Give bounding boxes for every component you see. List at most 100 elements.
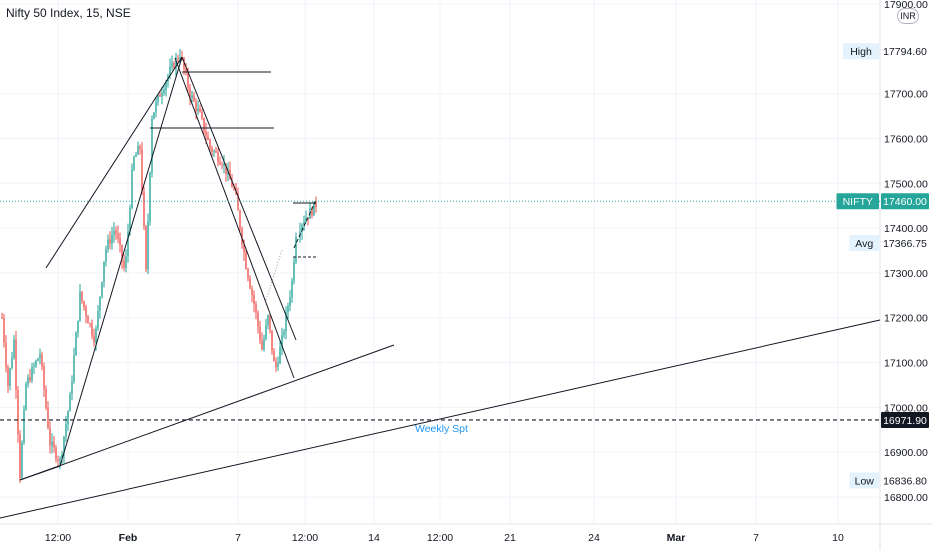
- candle-body: [85, 307, 87, 317]
- candle-body: [69, 393, 71, 412]
- candle-body: [49, 428, 51, 446]
- candle-body: [133, 156, 135, 170]
- candle-body: [137, 146, 139, 155]
- candle-body: [153, 112, 155, 119]
- candle-body: [53, 441, 55, 448]
- candle-body: [129, 207, 131, 232]
- candle-body: [19, 434, 21, 479]
- price-badge: [881, 411, 929, 428]
- candle-body: [295, 237, 297, 262]
- y-tick-label: 16900.00: [884, 447, 928, 459]
- x-tick-label: Feb: [119, 532, 138, 544]
- candle-body: [155, 102, 157, 113]
- candle-body: [205, 131, 207, 137]
- candle-body: [217, 152, 219, 162]
- candle-body: [239, 210, 241, 229]
- candle-body: [213, 151, 215, 153]
- x-tick-label: 10: [832, 532, 844, 544]
- pattern-line: [293, 199, 317, 249]
- trend-line: [174, 57, 295, 379]
- candle-body: [25, 384, 27, 410]
- candle-body: [9, 368, 11, 386]
- candle-body: [315, 201, 317, 208]
- candle-body: [63, 436, 65, 455]
- candle-body: [223, 163, 225, 166]
- price-badge-value: 16836.80: [883, 476, 927, 488]
- price-badge-value: 17366.75: [883, 238, 927, 250]
- candle-body: [301, 225, 303, 232]
- candle-body: [207, 136, 209, 140]
- candle-body: [119, 238, 121, 246]
- price-badge-value: 17794.60: [883, 46, 927, 58]
- candle-body: [245, 252, 247, 269]
- candle-body: [293, 261, 295, 281]
- chart-title: Nifty 50 Index, 15, NSE: [6, 6, 131, 20]
- price-label-tag: [849, 234, 879, 251]
- candle-body: [175, 57, 177, 69]
- candle-body: [225, 163, 227, 175]
- candle-body: [267, 315, 269, 326]
- candle-body: [71, 381, 73, 394]
- candle-body: [81, 291, 83, 302]
- candle-body: [187, 72, 189, 88]
- candle-body: [95, 328, 97, 343]
- trend-line: [181, 56, 297, 341]
- candle-body: [135, 154, 137, 157]
- x-tick-label: 12:00: [427, 532, 453, 544]
- y-tick-label: 17700.00: [884, 89, 928, 101]
- candle-body: [55, 447, 57, 460]
- candle-body: [101, 282, 103, 297]
- weekly-spt-label: Weekly Spt: [415, 423, 468, 435]
- price-badge-value: 16971.90: [883, 415, 927, 427]
- candle-body: [185, 68, 187, 73]
- candle-body: [273, 350, 275, 362]
- trend-line: [19, 465, 61, 481]
- price-label-text: NIFTY: [843, 196, 873, 208]
- candle-body: [303, 222, 305, 226]
- candle-body: [33, 365, 35, 368]
- candle-body: [39, 354, 41, 359]
- candle-body: [283, 331, 285, 335]
- candle-body: [233, 187, 235, 189]
- candle-body: [147, 221, 149, 270]
- candle-body: [77, 320, 79, 333]
- price-label-tag: [849, 472, 879, 489]
- candle-body: [259, 326, 261, 341]
- candle-body: [51, 441, 53, 446]
- candle-body: [189, 87, 191, 98]
- candle-body: [97, 310, 99, 329]
- candle-body: [121, 245, 123, 261]
- candle-body: [157, 94, 159, 103]
- y-tick-label: 17400.00: [884, 223, 928, 235]
- x-tick-label: 7: [753, 532, 759, 544]
- y-tick-label: 17100.00: [884, 358, 928, 370]
- candle-body: [279, 346, 281, 364]
- candle-body: [29, 377, 31, 381]
- candle-body: [37, 358, 39, 361]
- candle-body: [125, 256, 127, 268]
- candle-body: [61, 454, 63, 459]
- price-label-text: Avg: [855, 238, 873, 250]
- price-badge: [881, 234, 929, 251]
- candle-body: [31, 367, 33, 381]
- currency-badge[interactable]: INR: [897, 8, 919, 24]
- candle-body: [93, 335, 95, 343]
- candle-body: [257, 312, 259, 327]
- candle-body: [263, 338, 265, 350]
- candle-body: [199, 108, 201, 112]
- candle-body: [103, 261, 105, 283]
- candle-body: [5, 343, 7, 368]
- candle-body: [229, 169, 231, 180]
- candle-body: [73, 355, 75, 382]
- candle-body: [3, 317, 5, 344]
- x-tick-label: 7: [235, 532, 241, 544]
- candle-body: [117, 233, 119, 239]
- candle-body: [255, 304, 257, 313]
- x-tick-label: 12:00: [45, 532, 71, 544]
- candle-body: [249, 278, 251, 289]
- candle-body: [43, 366, 45, 390]
- candle-body: [215, 151, 217, 153]
- price-label-text: High: [850, 46, 872, 58]
